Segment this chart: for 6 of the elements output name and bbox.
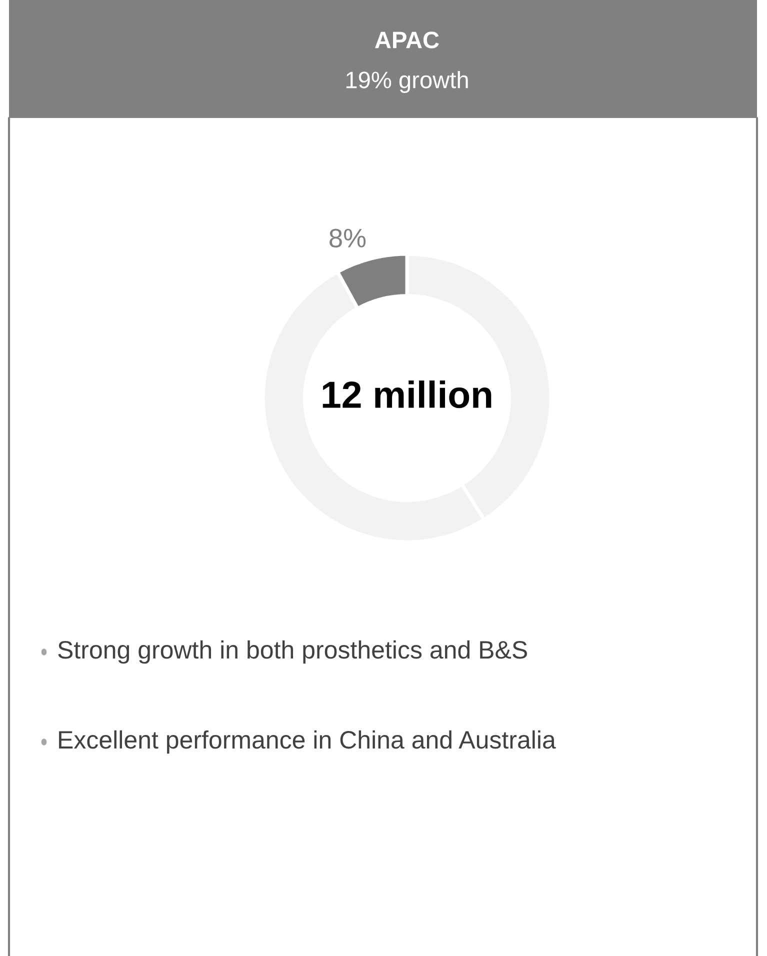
text: 12 million — [322, 380, 492, 408]
text: Strong growth in both prosthetics and B&S — [58, 640, 527, 664]
text: Excellent performance in China and Australia — [59, 730, 556, 754]
chart-title: APAC — [375, 32, 439, 48]
chart-subtitle: 19% growth — [346, 70, 468, 94]
data-label: 8% — [330, 228, 366, 248]
